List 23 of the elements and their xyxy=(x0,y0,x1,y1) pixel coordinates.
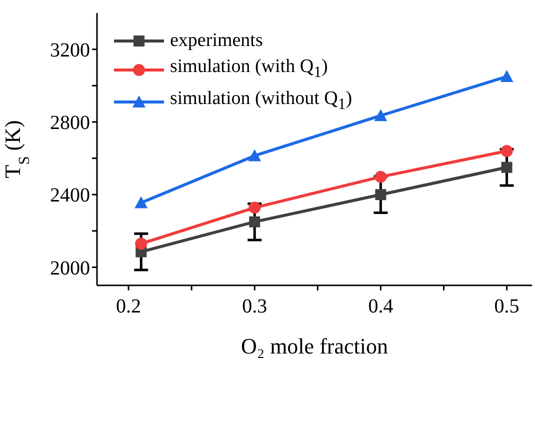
point xyxy=(500,70,514,82)
legend-label: experiments xyxy=(170,29,263,53)
y-tick-label: 2400 xyxy=(50,184,90,207)
point xyxy=(375,189,386,200)
point xyxy=(501,162,512,173)
x-tick-label: 0.2 xyxy=(116,296,142,318)
x-tick-label: 0.4 xyxy=(368,296,394,318)
x-tick-label: 0.5 xyxy=(494,296,520,318)
legend-label: simulation (with Q$_{1}$) xyxy=(170,55,328,83)
x-tick-label: 0.3 xyxy=(242,296,268,318)
y-tick-label: 2000 xyxy=(50,257,90,280)
y-tick-label: 2800 xyxy=(50,112,90,134)
point xyxy=(374,170,387,183)
point xyxy=(248,202,261,214)
point xyxy=(134,196,148,208)
point xyxy=(248,149,262,162)
x-axis-title: O₂ mole fraction xyxy=(241,333,388,358)
point xyxy=(249,216,260,228)
legend-label: simulation (without Q$_{1}$) xyxy=(170,86,352,115)
point xyxy=(374,109,388,122)
point xyxy=(500,145,513,158)
y-tick-label: 3200 xyxy=(50,39,90,62)
point xyxy=(135,238,148,250)
